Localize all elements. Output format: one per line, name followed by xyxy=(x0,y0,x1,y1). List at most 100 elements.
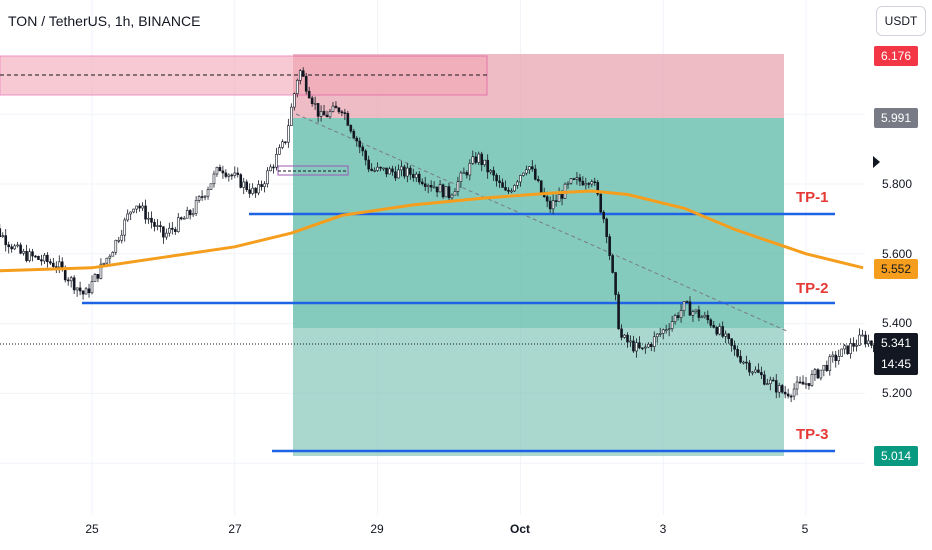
candle-down xyxy=(748,362,751,373)
x-tick-label: 29 xyxy=(370,522,384,536)
candle-down xyxy=(626,334,629,343)
candle-up xyxy=(519,175,522,183)
candle-down xyxy=(96,274,100,279)
candle-up xyxy=(810,374,814,386)
candle-up xyxy=(855,344,858,347)
candle-up xyxy=(129,211,132,215)
candle-down xyxy=(420,181,424,185)
candle-down xyxy=(260,184,263,187)
last-price-badge: 5.341 14:45 xyxy=(874,333,918,375)
candle-up xyxy=(28,251,31,261)
candle-down xyxy=(730,338,733,346)
candle-down xyxy=(846,345,849,355)
candle-down xyxy=(697,309,701,318)
candle-down xyxy=(572,178,576,180)
scroll-right-arrow-icon[interactable] xyxy=(873,156,880,168)
candle-up xyxy=(444,186,448,198)
profit-zone xyxy=(293,118,784,328)
candle-down xyxy=(245,181,248,191)
candle-up xyxy=(742,361,745,364)
candle-up xyxy=(84,288,88,295)
candle-up xyxy=(191,212,195,216)
candle-down xyxy=(144,205,147,220)
candle-up xyxy=(822,364,826,371)
candle-up xyxy=(459,172,463,182)
candle-down xyxy=(533,168,537,180)
chart-title: TON / TetherUS, 1h, BINANCE xyxy=(8,13,201,29)
candle-up xyxy=(373,170,376,172)
candle-up xyxy=(831,354,835,358)
candle-up xyxy=(120,234,124,241)
candle-up xyxy=(551,200,555,210)
candle-down xyxy=(864,334,867,344)
candle-up xyxy=(777,385,781,393)
candle-up xyxy=(165,232,168,238)
candle-down xyxy=(200,196,204,198)
candle-up xyxy=(108,255,112,259)
candle-down xyxy=(608,236,611,256)
candle-up xyxy=(99,263,103,279)
candle-down xyxy=(364,150,368,161)
candle-down xyxy=(325,114,329,118)
candle-up xyxy=(468,163,472,176)
candle-down xyxy=(284,141,287,144)
candle-up xyxy=(206,189,210,197)
target-price-badge: 5.014 xyxy=(874,446,918,466)
candle-down xyxy=(10,246,13,250)
candle-down xyxy=(486,159,489,173)
candle-up xyxy=(489,170,492,173)
entry-price-badge: 5.991 xyxy=(874,108,918,128)
x-tick-label: 25 xyxy=(85,522,99,536)
candle-up xyxy=(667,328,671,331)
candle-down xyxy=(310,97,314,105)
candle-up xyxy=(397,169,400,179)
candle-down xyxy=(19,244,22,254)
candlestick-series xyxy=(0,67,876,403)
candle-down xyxy=(358,140,362,148)
candle-up xyxy=(105,257,109,264)
last-price-value: 5.341 xyxy=(880,336,912,350)
candle-down xyxy=(7,244,10,248)
candle-up xyxy=(453,191,457,196)
candle-down xyxy=(367,159,370,170)
candle-up xyxy=(682,301,686,311)
candle-up xyxy=(43,254,46,262)
candle-up xyxy=(182,217,186,220)
candle-down xyxy=(429,185,433,188)
candle-up xyxy=(462,172,466,174)
candle-down xyxy=(578,177,582,182)
candle-down xyxy=(870,340,873,346)
candle-up xyxy=(209,183,213,190)
candle-up xyxy=(269,166,272,172)
candle-up xyxy=(57,261,61,268)
candle-up xyxy=(16,244,19,247)
candle-up xyxy=(414,173,418,178)
candle-down xyxy=(307,90,311,99)
candle-up xyxy=(849,343,852,355)
candle-down xyxy=(786,393,790,397)
candle-up xyxy=(400,166,403,171)
candle-down xyxy=(150,217,153,223)
candle-down xyxy=(783,391,787,395)
candle-up xyxy=(751,371,754,374)
candle-up xyxy=(652,336,656,347)
candle-down xyxy=(174,229,177,232)
candle-down xyxy=(712,325,716,328)
candle-down xyxy=(72,277,76,291)
candle-down xyxy=(162,226,165,238)
candle-up xyxy=(147,217,150,220)
candle-up xyxy=(69,277,73,282)
candle-up xyxy=(290,106,293,126)
tp1-label: TP-1 xyxy=(796,189,829,206)
candle-down xyxy=(138,205,141,209)
candle-up xyxy=(694,309,698,312)
candle-up xyxy=(813,369,817,375)
candle-down xyxy=(334,105,338,109)
candle-down xyxy=(218,167,222,172)
candle-up xyxy=(840,348,844,357)
candle-down xyxy=(52,262,55,267)
candle-down xyxy=(304,76,308,92)
currency-button[interactable]: USDT xyxy=(876,6,926,36)
candle-down xyxy=(480,153,484,166)
